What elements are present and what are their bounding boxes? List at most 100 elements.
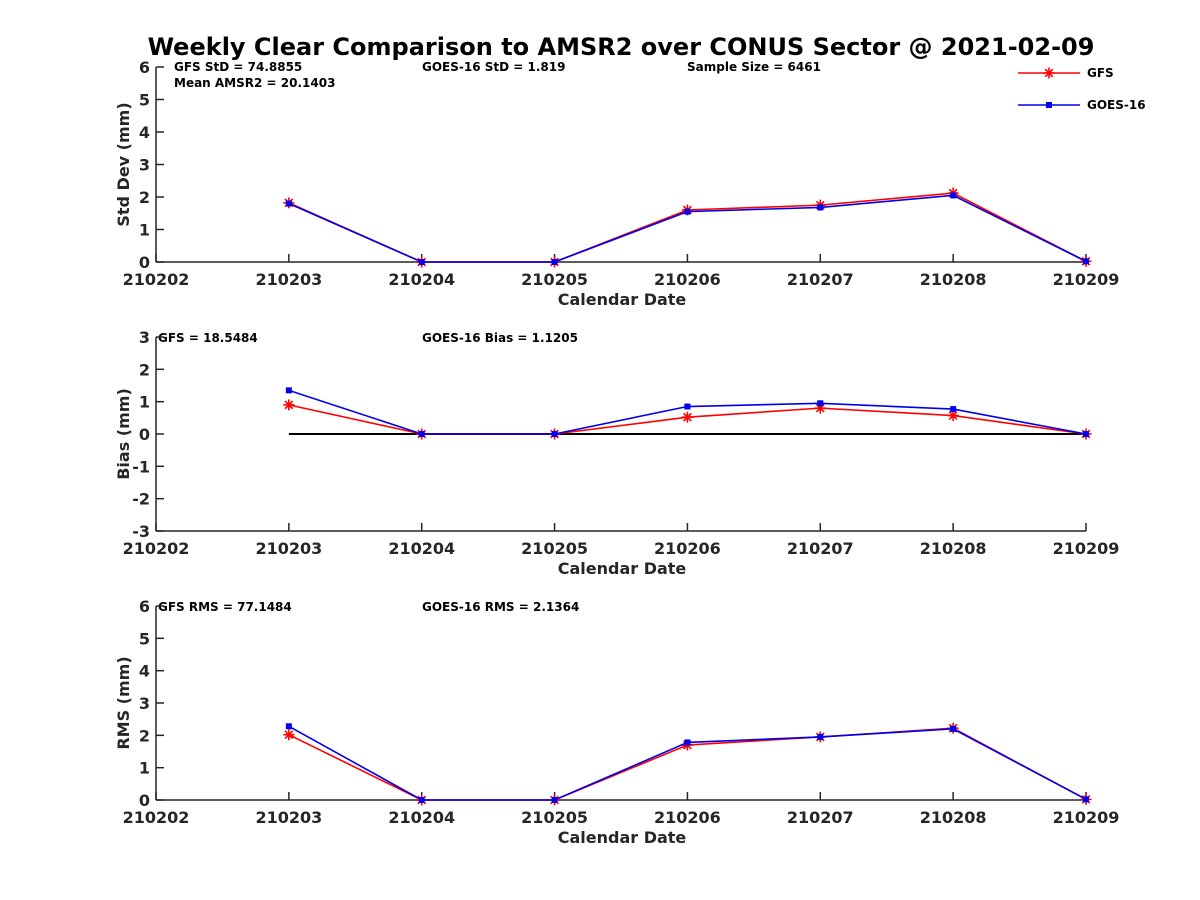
legend-label-goes16: GOES-16: [1087, 98, 1146, 112]
series-line-gfs: [288, 727, 1087, 801]
y-tick-label: 5: [139, 91, 150, 110]
x-tick-label: 210208: [920, 539, 987, 558]
data-point-goes16: [950, 406, 957, 413]
x-tick-label: 210203: [255, 539, 322, 558]
stat-gfs-bias: GFS = 18.5484: [158, 331, 258, 345]
series-line-goes16: [288, 725, 1087, 801]
data-point-goes16: [684, 403, 691, 410]
x-tick-label: 210207: [787, 808, 854, 827]
y-tick-label: 3: [139, 328, 150, 347]
x-tick-label: 210205: [521, 808, 588, 827]
chart-title: Weekly Clear Comparison to AMSR2 over CO…: [148, 33, 1095, 61]
data-point-gfs: [947, 410, 959, 422]
y-tick-label: 0: [139, 425, 150, 444]
data-point-goes16: [418, 259, 425, 265]
x-tick-label: 210202: [123, 270, 190, 289]
x-tick-label: 210204: [388, 270, 455, 289]
x-axis-label: Calendar Date: [558, 559, 687, 578]
x-tick-label: 210204: [388, 539, 455, 558]
x-tick-label: 210203: [255, 270, 322, 289]
y-tick-label: 5: [139, 629, 150, 648]
y-tick-label: 3: [139, 694, 150, 713]
data-point-goes16: [817, 733, 824, 740]
stat-goes16-std: GOES-16 StD = 1.819: [422, 60, 565, 74]
x-tick-label: 210205: [521, 539, 588, 558]
y-tick-label: 3: [139, 156, 150, 175]
x-axis-label: Calendar Date: [558, 828, 687, 847]
x-tick-label: 210205: [521, 270, 588, 289]
y-tick-label: 2: [139, 188, 150, 207]
legend-marker-gfs: [1043, 67, 1055, 79]
y-tick-label: 6: [139, 58, 150, 77]
data-point-goes16: [551, 259, 558, 265]
series-line-gfs: [288, 192, 1087, 263]
data-point-goes16: [285, 387, 292, 394]
legend-label-gfs: GFS: [1087, 66, 1114, 80]
data-point-goes16: [950, 725, 957, 732]
y-tick-label: 1: [139, 221, 150, 240]
y-tick-label: 4: [139, 123, 150, 142]
data-point-goes16: [1083, 796, 1089, 803]
plot-area-bias: -3 -2 -1 0 1 2 3 210202 210203 210204 210205 210206…: [114, 328, 1119, 578]
data-point-goes16: [1083, 258, 1089, 265]
x-tick-label: 210209: [1053, 539, 1120, 558]
stat-goes16-rms: GOES-16 RMS = 2.1364: [422, 600, 579, 614]
data-point-goes16: [950, 192, 957, 199]
y-tick-label: -2: [132, 490, 150, 509]
data-point-goes16: [285, 200, 292, 207]
y-tick-label: 0: [139, 791, 150, 810]
y-axis-label: Std Dev (mm): [114, 102, 133, 226]
x-tick-label: 210202: [123, 808, 190, 827]
y-tick-label: 4: [139, 662, 150, 681]
x-tick-label: 210207: [787, 270, 854, 289]
y-tick-label: 1: [139, 393, 150, 412]
x-tick-label: 210208: [920, 808, 987, 827]
legend-marker-goes16: [1046, 102, 1052, 108]
plot-area-rms: 0 1 2 3 4 5 6 210202 210203 210204 210205 210206 210…: [114, 597, 1119, 847]
x-tick-label: 210208: [920, 270, 987, 289]
x-tick-label: 210206: [654, 270, 721, 289]
x-tick-label: 210209: [1053, 270, 1120, 289]
legend-marker-gfs: [1043, 67, 1055, 79]
panel-bias: GFS = 18.5484 GOES-16 Bias = 1.1205 -3 -2…: [114, 328, 1119, 578]
x-tick-label: 210209: [1053, 808, 1120, 827]
x-tick-label: 210203: [255, 808, 322, 827]
x-tick-label: 210206: [654, 808, 721, 827]
legend: GFS GOES-16: [1018, 66, 1146, 112]
legend-marker-goes16: [1046, 102, 1052, 108]
legend-item-gfs: GFS: [1018, 66, 1114, 80]
plot-area-stddev: 0 1 2 3 4 5 6 210202 210203 210204 210205 210206 210…: [114, 58, 1119, 309]
data-point-goes16: [1083, 431, 1089, 437]
stat-mean-amsr2: Mean AMSR2 = 20.1403: [174, 76, 335, 90]
data-point-goes16: [684, 208, 691, 215]
stat-sample-size: Sample Size = 6461: [687, 60, 821, 74]
data-point-goes16: [684, 739, 691, 746]
data-point-gfs: [283, 399, 295, 411]
y-tick-label: -3: [132, 522, 150, 541]
y-axis-label: RMS (mm): [114, 656, 133, 749]
y-tick-label: 0: [139, 253, 150, 272]
x-tick-label: 210207: [787, 539, 854, 558]
y-tick-label: -1: [132, 457, 150, 476]
panel-stddev: GFS StD = 74.8855 GOES-16 StD = 1.819 Sa…: [114, 58, 1119, 309]
data-point-goes16: [551, 431, 558, 437]
legend-item-goes16: GOES-16: [1018, 98, 1146, 112]
y-tick-label: 2: [139, 360, 150, 379]
y-tick-label: 1: [139, 759, 150, 778]
data-point-gfs: [283, 729, 295, 741]
x-tick-label: 210202: [123, 539, 190, 558]
y-axis-label: Bias (mm): [114, 388, 133, 480]
data-point-goes16: [551, 797, 558, 803]
data-point-goes16: [285, 723, 292, 730]
data-point-goes16: [418, 797, 425, 803]
stat-gfs-std: GFS StD = 74.8855: [174, 60, 302, 74]
y-tick-label: 6: [139, 597, 150, 616]
stat-gfs-rms: GFS RMS = 77.1484: [158, 600, 292, 614]
data-point-goes16: [817, 204, 824, 211]
x-tick-label: 210206: [654, 539, 721, 558]
data-point-goes16: [817, 400, 824, 407]
data-point-goes16: [418, 431, 425, 437]
y-tick-label: 2: [139, 726, 150, 745]
